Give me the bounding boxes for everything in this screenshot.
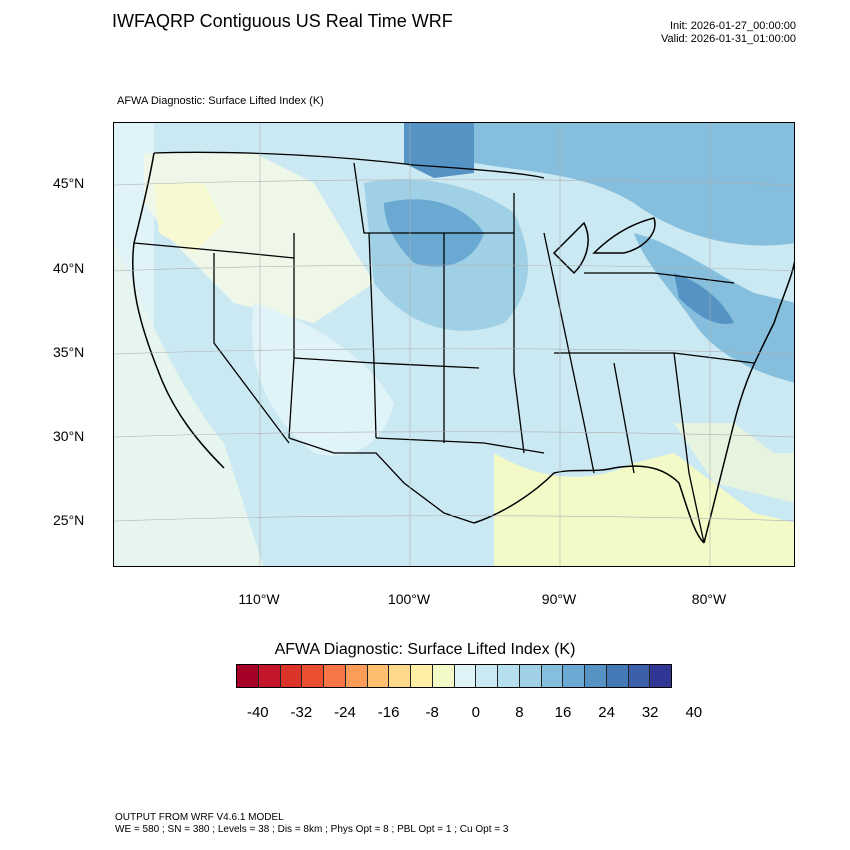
colorbar-tick-label: -24 [334,704,356,721]
footer-model: OUTPUT FROM WRF V4.6.1 MODEL [115,812,284,823]
colorbar-swatch [280,665,303,687]
colorbar-swatch [367,665,390,687]
colorbar-title: AFWA Diagnostic: Surface Lifted Index (K… [274,641,576,658]
plot-title: IWFAQRP Contiguous US Real Time WRF [112,11,453,31]
colorbar-swatch [389,665,411,687]
colorbar-swatch [302,665,324,687]
lon-label-90w: 90°W [541,591,577,607]
colorbar-tick-label: -16 [377,704,400,721]
colorbar [236,664,672,688]
mid-atlantic-field [674,273,734,324]
lake-superior-field [404,123,474,178]
colorbar-swatch [650,665,671,687]
lifted-index-map [114,123,794,566]
colorbar-swatch [476,665,498,687]
colorbar-swatch [541,665,564,687]
colorbar-swatch [519,665,542,687]
state-boundaries [133,151,755,544]
colorbar-tick-label: 16 [554,704,572,721]
colorbar-tick-label: 8 [515,704,524,721]
lat-label-25: 25°N [53,512,85,528]
colorbar-tick-label: -32 [290,704,313,721]
canada-field [474,123,794,246]
colorbar-tick-label: 24 [598,704,615,721]
colorbar-swatch [498,665,520,687]
colorbar-swatch [454,665,477,687]
colorbar-swatch [563,665,585,687]
lat-label-45: 45°N [53,175,85,191]
map-subtitle: AFWA Diagnostic: Surface Lifted Index (K… [117,95,324,107]
colorbar-swatch [432,665,455,687]
colorbar-swatch [628,665,651,687]
colorbar-tick-label: -40 [246,704,269,721]
gulf-pale-field [674,423,794,503]
lon-label-110w: 110°W [238,591,280,607]
colorbar-swatch [258,665,281,687]
colorbar-swatch [345,665,368,687]
lon-label-80w: 80°W [691,591,727,607]
valid-time: Valid: 2026-01-31_01:00:00 [661,33,796,45]
colorbar-tick-label: 32 [641,704,659,721]
init-time: Init: 2026-01-27_00:00:00 [670,20,796,32]
washington-field [154,183,224,253]
footer-config: WE = 580 ; SN = 380 ; Levels = 38 ; Dis … [115,824,509,835]
colorbar-tick-label: 40 [685,704,703,721]
lat-label-35: 35°N [53,344,85,360]
pacific-low-field [114,243,264,566]
lat-label-30: 30°N [53,428,85,444]
lon-label-100w: 100°W [387,591,431,607]
colorbar-swatch [585,665,607,687]
colorbar-tick-label: -8 [425,704,439,721]
colorbar-tick-label: 0 [471,704,480,721]
southwest-field [252,303,394,456]
colorbar-swatch [606,665,629,687]
coastline [131,152,794,544]
graticule [114,123,794,566]
lat-label-40: 40°N [53,260,85,276]
colorbar-swatch [237,665,259,687]
colorbar-swatch [411,665,433,687]
map-panel [113,122,795,567]
colorbar-swatch [324,665,346,687]
gulf-field [494,453,794,566]
